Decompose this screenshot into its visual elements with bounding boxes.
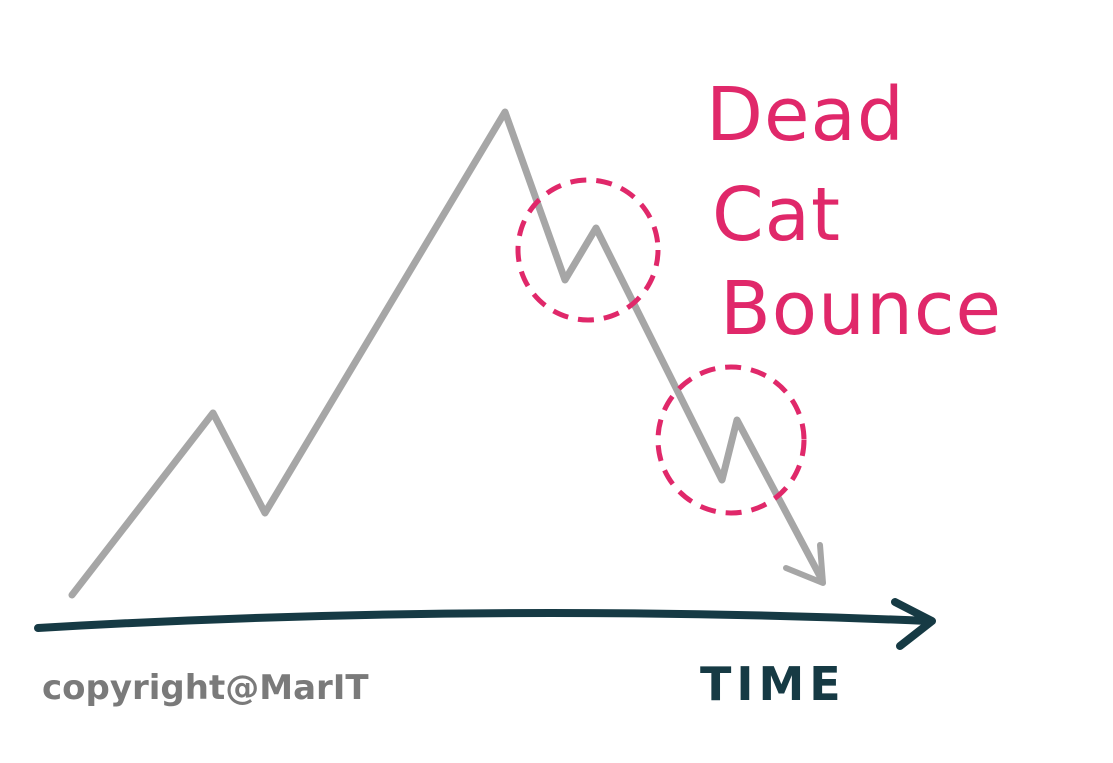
title-line-2: Cat <box>712 172 841 258</box>
price-line <box>68 108 826 599</box>
bounce-highlight-circle-2 <box>655 364 807 516</box>
bounce-highlight-circle-1 <box>515 177 661 323</box>
time-axis-line <box>34 608 932 632</box>
arrow-down-right-icon <box>783 542 826 586</box>
arrow-right-icon <box>891 598 936 650</box>
axis-label: TIME <box>700 657 846 711</box>
title-line-1: Dead <box>706 72 905 158</box>
copyright-notice: copyright@MarIT <box>42 668 369 708</box>
title-line-3: Bounce <box>720 266 1002 352</box>
